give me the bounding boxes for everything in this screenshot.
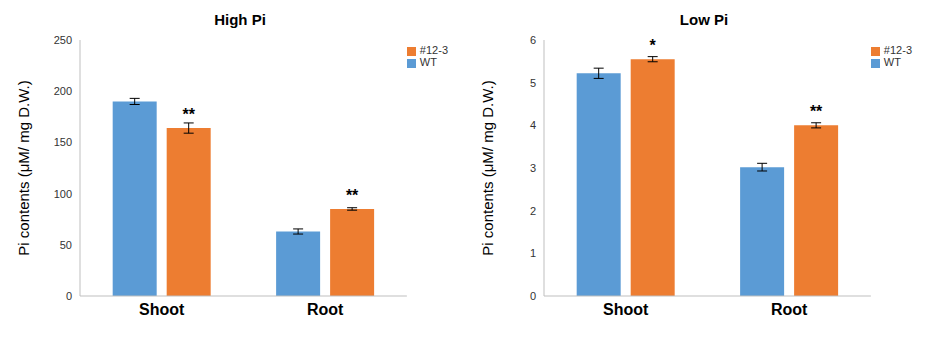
svg-text:Root: Root: [307, 301, 344, 318]
svg-text:50: 50: [60, 239, 72, 251]
svg-text:100: 100: [54, 188, 72, 200]
svg-text:*: *: [650, 37, 657, 54]
svg-text:**: **: [182, 106, 195, 123]
svg-text:3: 3: [530, 162, 536, 174]
svg-text:6: 6: [530, 34, 536, 46]
svg-text:Shoot: Shoot: [603, 301, 649, 318]
svg-text:2: 2: [530, 205, 536, 217]
html-text:WT: WT: [883, 56, 901, 68]
svg-text:250: 250: [54, 34, 72, 46]
svg-text:5: 5: [530, 77, 536, 89]
svg-text:**: **: [810, 103, 823, 120]
svg-text:200: 200: [54, 85, 72, 97]
html-text:WT: WT: [419, 56, 437, 68]
html-text:#12-3: #12-3: [883, 44, 912, 56]
svg-text:Pi contents (μM/ mg D.W.): Pi contents (μM/ mg D.W.): [15, 80, 32, 255]
svg-text:Root: Root: [771, 301, 808, 318]
svg-text:0: 0: [66, 290, 72, 302]
svg-text:0: 0: [530, 290, 536, 302]
html-text:Low Pi: Low Pi: [679, 11, 729, 28]
svg-text:4: 4: [530, 119, 536, 131]
svg-text:1: 1: [530, 247, 536, 259]
svg-text:**: **: [346, 187, 359, 204]
html-text:#12-3: #12-3: [419, 44, 448, 56]
svg-text:150: 150: [54, 136, 72, 148]
svg-text:Pi contents (μM/ mg D.W.): Pi contents (μM/ mg D.W.): [479, 80, 496, 255]
svg-text:Shoot: Shoot: [139, 301, 185, 318]
html-text:High Pi: High Pi: [214, 11, 266, 28]
